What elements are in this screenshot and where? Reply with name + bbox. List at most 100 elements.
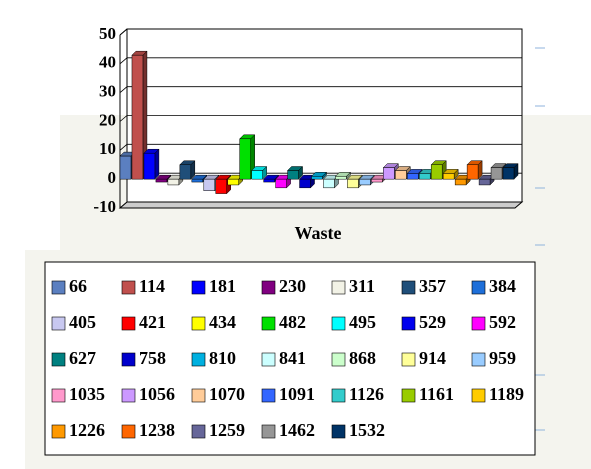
bar	[347, 178, 359, 189]
legend-swatch	[401, 388, 416, 403]
bar	[371, 178, 383, 183]
legend-swatch	[191, 352, 206, 367]
legend-label: 914	[419, 348, 446, 368]
bar	[131, 54, 144, 180]
legend-swatch	[401, 316, 416, 331]
y-tick-label: 20	[99, 110, 116, 129]
bar	[395, 170, 407, 180]
legend-label: 405	[69, 312, 96, 332]
bar	[335, 176, 347, 180]
legend-swatch	[191, 280, 206, 295]
legend-label: 384	[489, 276, 516, 296]
category-label: Waste	[295, 223, 342, 243]
grid-line	[119, 201, 522, 209]
legend-swatch	[121, 388, 136, 403]
y-tick-label: -10	[93, 197, 116, 216]
legend-swatch	[261, 280, 276, 295]
bar	[299, 178, 311, 189]
legend-swatch	[191, 424, 206, 439]
bar	[454, 178, 467, 186]
legend-label: 1070	[209, 384, 245, 404]
legend-label: 592	[489, 312, 516, 332]
legend-label: 495	[349, 312, 376, 332]
grid-line	[119, 143, 522, 151]
legend-label: 434	[209, 312, 236, 332]
legend-swatch	[121, 316, 136, 331]
legend-label: 66	[69, 276, 87, 296]
bar	[359, 178, 371, 186]
legend-swatch	[51, 352, 66, 367]
legend-label: 868	[349, 348, 376, 368]
legend-label: 1189	[489, 384, 524, 404]
legend-label: 841	[279, 348, 306, 368]
grid-line	[119, 28, 522, 36]
bar	[502, 167, 515, 180]
legend-swatch	[51, 280, 66, 295]
bar	[418, 173, 431, 180]
legend-label: 230	[279, 276, 306, 296]
legend-swatch	[261, 388, 276, 403]
legend-label: 959	[489, 348, 516, 368]
bar	[119, 155, 132, 180]
bar	[287, 170, 299, 180]
legend-label: 1532	[349, 420, 385, 440]
legend-swatch	[331, 280, 346, 295]
legend-swatch	[471, 316, 486, 331]
legend-label: 1091	[279, 384, 315, 404]
legend-label: 357	[419, 276, 446, 296]
bar	[490, 167, 503, 180]
legend-label: 1238	[139, 420, 175, 440]
bar	[179, 164, 192, 180]
grid-line	[119, 115, 522, 122]
bar	[323, 178, 335, 189]
legend-label: 1126	[349, 384, 384, 404]
bar	[407, 173, 419, 180]
grid-line	[119, 57, 522, 65]
legend-swatch	[471, 280, 486, 295]
legend-swatch	[191, 388, 206, 403]
y-tick-label: 10	[99, 139, 116, 158]
bar	[251, 170, 263, 180]
bar	[478, 178, 491, 186]
legend-swatch	[471, 388, 486, 403]
legend-label: 482	[279, 312, 306, 332]
legend-label: 421	[139, 312, 166, 332]
y-tick-label: 50	[99, 24, 116, 43]
bar	[442, 173, 455, 180]
bar	[215, 178, 227, 194]
bar	[191, 178, 204, 183]
legend-label: 529	[419, 312, 446, 332]
legend-swatch	[261, 424, 276, 439]
legend-swatch	[51, 424, 66, 439]
legend-label: 1259	[209, 420, 245, 440]
legend-swatch	[191, 316, 206, 331]
legend-swatch	[51, 388, 66, 403]
bar	[239, 138, 251, 180]
legend-label: 810	[209, 348, 236, 368]
legend-swatch	[261, 316, 276, 331]
y-tick-label: 0	[108, 168, 117, 187]
legend-swatch	[51, 316, 66, 331]
bar	[275, 178, 287, 189]
bar	[466, 164, 479, 180]
bar	[143, 152, 156, 180]
dashes	[535, 47, 545, 431]
legend-label: 1035	[69, 384, 105, 404]
legend-label: 627	[69, 348, 96, 368]
legend-label: 1056	[139, 384, 175, 404]
legend-swatch	[121, 280, 136, 295]
legend-label: 1226	[69, 420, 105, 440]
floor	[118, 201, 524, 209]
legend-swatch	[471, 352, 486, 367]
legend-swatch	[331, 388, 346, 403]
legend-label: 114	[139, 276, 165, 296]
bar	[203, 178, 216, 191]
legend-swatch	[261, 352, 276, 367]
legend-swatch	[331, 424, 346, 439]
legend-swatch	[331, 316, 346, 331]
legend-swatch	[401, 280, 416, 295]
bar	[430, 164, 443, 180]
legend-swatch	[121, 352, 136, 367]
y-tick-label: 30	[99, 82, 116, 101]
